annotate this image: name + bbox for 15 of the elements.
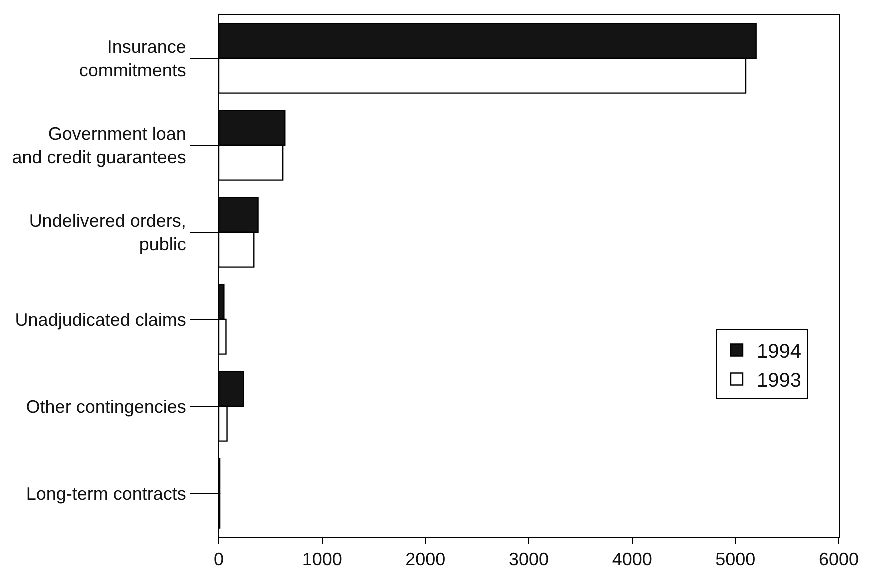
x-tick-label: 1000 — [302, 550, 342, 570]
legend-label: 1993 — [757, 370, 802, 392]
x-tick-label: 6000 — [818, 550, 860, 570]
y-tick-label: Government loan and credit guarantees — [12, 124, 186, 168]
y-tick-label: Undelivered orders, public — [29, 211, 186, 254]
x-tick-label: 5000 — [716, 550, 756, 570]
y-tick-label: Unadjudicated claims — [15, 310, 186, 330]
x-tick-label: 3000 — [508, 550, 550, 570]
y-tick-label: Other contingencies — [26, 396, 186, 417]
x-tick-label: 4000 — [612, 550, 652, 570]
x-tick-label: 2000 — [406, 550, 446, 570]
x-tick-label: 0 — [214, 550, 224, 570]
y-tick-label: Insurance commitments — [79, 37, 186, 80]
legend-label: 1994 — [757, 341, 802, 364]
y-tick-label: Long-term contracts — [26, 484, 186, 504]
